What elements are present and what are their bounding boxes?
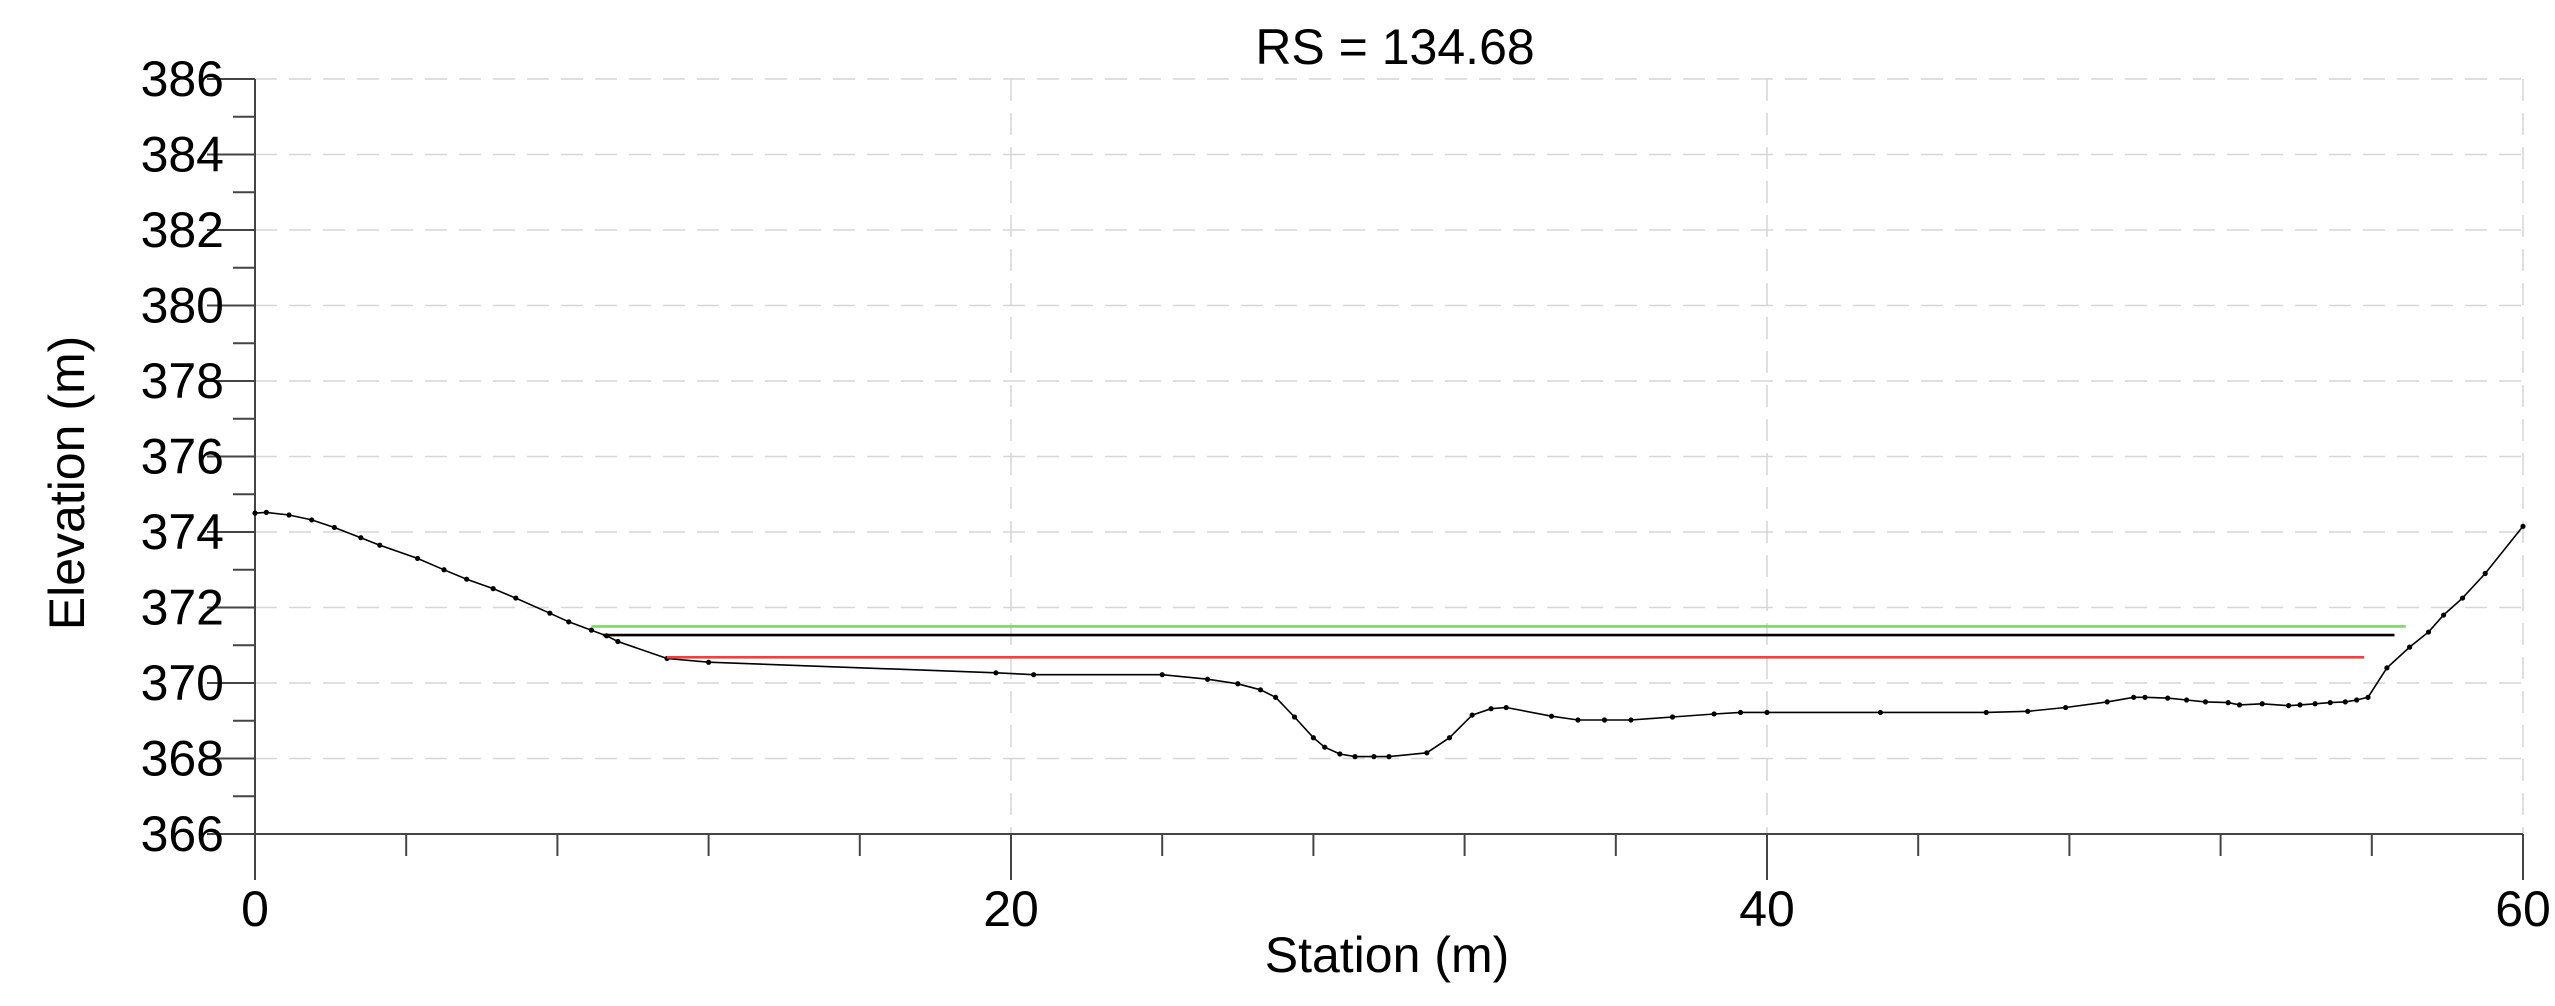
x-tick-label: 60: [2495, 881, 2551, 937]
ground-point: [414, 555, 421, 562]
ground-point: [1031, 672, 1037, 678]
axes: 366 368 370 372 374 376 378 380 382 384 386 0 20 40 60: [141, 51, 2551, 937]
ground-point: [615, 638, 621, 645]
ground-point: [588, 627, 595, 633]
ground-point: [2183, 697, 2190, 703]
x-tick-label: 0: [241, 881, 269, 937]
y-tick-label: 368: [141, 731, 224, 787]
ground-point: [1575, 717, 1581, 723]
ground-point: [1424, 750, 1430, 756]
x-tick-label: 40: [1739, 881, 1795, 937]
y-axis-label: Elevation (m): [39, 336, 95, 631]
ground-point: [2025, 708, 2031, 714]
x-axis-label: Station (m): [1265, 927, 1510, 983]
ground-point: [2165, 695, 2171, 701]
ground-point: [2441, 612, 2447, 618]
ground-point: [2286, 703, 2292, 709]
ground-point: [2297, 702, 2303, 708]
ground-point: [1204, 676, 1211, 682]
ground-point: [1488, 706, 1494, 712]
chart-title: RS = 134.68: [1255, 19, 1534, 75]
ground-point: [1877, 709, 1883, 716]
ground-point: [1469, 712, 1475, 718]
ground-point: [263, 509, 269, 515]
y-tick-label: 380: [141, 278, 224, 334]
ground-point: [464, 576, 470, 582]
ground-point: [1235, 681, 1241, 687]
ground-point: [1291, 714, 1298, 720]
ground-point: [1322, 744, 1328, 750]
ground-point: [2342, 699, 2348, 705]
ground-point: [2407, 644, 2413, 650]
ground-point: [2142, 694, 2148, 700]
ground-point: [2482, 570, 2488, 577]
y-tick-label: 386: [141, 51, 224, 107]
ground-point: [1446, 735, 1453, 741]
ground-point: [1310, 735, 1316, 741]
ground-point: [2520, 523, 2526, 529]
y-tick-label: 374: [141, 504, 224, 560]
y-tick-label: 372: [141, 580, 224, 636]
ground-point: [1273, 694, 1279, 700]
ground-point: [1257, 687, 1264, 693]
ground-point: [2104, 699, 2110, 705]
ground-point: [2063, 704, 2069, 711]
ground-point: [706, 659, 712, 665]
ground-point: [2384, 665, 2390, 671]
y-tick-label: 378: [141, 353, 224, 409]
ground-point: [309, 517, 315, 523]
ground-point: [2202, 699, 2209, 705]
ground-point: [2425, 629, 2432, 635]
ground-point: [566, 619, 572, 625]
ground-point: [1983, 709, 1989, 716]
ground-point: [1371, 754, 1377, 760]
x-tick-label: 20: [983, 881, 1039, 937]
ground-point: [1503, 704, 1509, 711]
ground-point: [252, 510, 258, 516]
ground-point: [2131, 694, 2137, 700]
ground-point: [993, 670, 999, 676]
ground-point: [441, 567, 447, 573]
series: [252, 509, 2526, 760]
ground-point: [490, 586, 496, 592]
ground-point: [1548, 713, 1555, 719]
ground-point: [513, 595, 519, 601]
ground-point: [2327, 700, 2333, 706]
ground-point: [331, 524, 337, 531]
ground-point: [1669, 714, 1676, 720]
y-tick-label: 384: [141, 127, 224, 183]
ground-point: [2259, 701, 2265, 707]
ground-point: [1628, 717, 1634, 723]
grid: [255, 78, 2524, 834]
ground-point: [1337, 751, 1343, 757]
y-tick-label: 376: [141, 429, 224, 485]
ground-point: [1737, 709, 1744, 716]
ground-point: [2312, 701, 2318, 707]
ground-point: [358, 535, 364, 541]
ground-point: [2354, 697, 2360, 703]
ground-point: [2365, 694, 2371, 700]
ground-point: [286, 512, 292, 518]
ground-point: [377, 542, 383, 548]
ground-point: [1159, 672, 1165, 678]
ground-point: [1601, 717, 1608, 723]
y-tick-label: 366: [141, 806, 224, 862]
y-tick-label: 370: [141, 655, 224, 711]
y-tick-label: 382: [141, 202, 224, 258]
ground-point: [2459, 595, 2466, 601]
ground-point: [2236, 702, 2243, 708]
ground-point: [1764, 709, 1770, 716]
ground-point: [1386, 754, 1392, 760]
ground-point: [2225, 700, 2231, 706]
ground-point: [1711, 711, 1717, 717]
ground-point: [1352, 754, 1358, 760]
ground-point: [547, 610, 553, 616]
